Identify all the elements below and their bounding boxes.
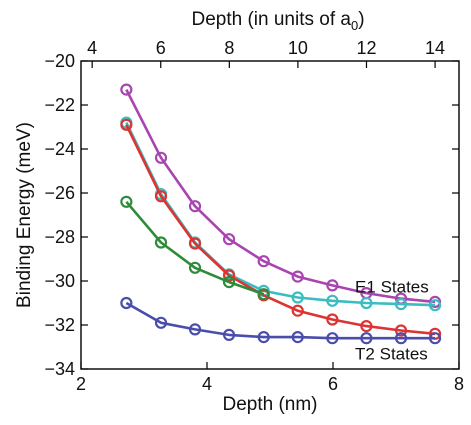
annotation-0: E1 States	[355, 278, 429, 297]
data-point	[394, 298, 408, 311]
data-point	[120, 296, 133, 310]
plot-frame	[80, 60, 460, 370]
y-tick-label-5: −24	[44, 139, 75, 159]
data-point	[291, 304, 304, 317]
data-point	[428, 332, 442, 345]
data-point	[326, 294, 339, 307]
series-line-2	[125, 124, 436, 336]
data-point	[154, 236, 168, 249]
data-point	[222, 328, 236, 341]
y-tick-label-0: −34	[44, 359, 75, 379]
top-x-tick-label-5: 14	[425, 38, 445, 58]
data-point	[222, 269, 236, 282]
y-tick-label-3: −28	[44, 227, 75, 247]
data-point	[360, 332, 373, 345]
y-tick-label-1: −32	[44, 315, 75, 335]
data-point	[291, 331, 304, 344]
data-point	[154, 316, 168, 329]
annotation-1: T2 States	[355, 345, 428, 364]
data-point	[326, 313, 339, 326]
top-x-tick-label-0: 4	[87, 38, 97, 58]
series-4	[120, 296, 442, 345]
data-point	[120, 195, 133, 208]
data-point	[428, 299, 442, 312]
series-line-0	[125, 89, 436, 304]
x-tick-label-2: 6	[328, 374, 338, 394]
series-line-4	[125, 301, 436, 340]
x-tick-label-0: 2	[76, 374, 86, 394]
data-point	[394, 324, 408, 337]
data-point	[188, 261, 202, 274]
data-point	[188, 323, 202, 336]
data-point	[360, 296, 373, 310]
data-point	[120, 118, 133, 131]
data-point	[360, 320, 373, 333]
data-point	[222, 233, 236, 246]
data-point	[188, 237, 202, 250]
y-tick-label-4: −26	[44, 183, 75, 203]
data-point	[154, 190, 168, 203]
y-tick-label-6: −22	[44, 95, 75, 115]
data-point	[257, 331, 270, 344]
y-tick-label-7: −20	[44, 51, 75, 71]
data-point	[188, 200, 202, 213]
top-x-axis-label: Depth (in units of a0)	[191, 9, 364, 33]
data-point	[291, 291, 304, 304]
series-3	[120, 195, 270, 301]
data-point	[257, 288, 270, 301]
series-line-3	[125, 200, 265, 296]
series-0	[120, 83, 442, 308]
data-point	[222, 276, 236, 289]
top-x-tick-label-3: 10	[288, 38, 308, 58]
y-tick-label-2: −30	[44, 271, 75, 291]
data-point	[154, 151, 168, 164]
top-x-tick-label-2: 8	[224, 38, 234, 58]
data-point	[291, 270, 304, 283]
top-x-tick-label-1: 6	[156, 38, 166, 58]
x-tick-label-1: 4	[202, 374, 212, 394]
x-tick-label-3: 8	[454, 374, 464, 394]
y-axis-label: Binding Energy (meV)	[14, 122, 35, 308]
x-axis-label: Depth (nm)	[222, 394, 317, 415]
top-x-tick-label-4: 12	[356, 38, 376, 58]
data-point	[326, 332, 339, 345]
data-point	[326, 279, 339, 292]
data-point	[394, 332, 408, 345]
series-2	[120, 118, 442, 340]
data-point	[257, 255, 270, 268]
data-point	[120, 83, 133, 96]
